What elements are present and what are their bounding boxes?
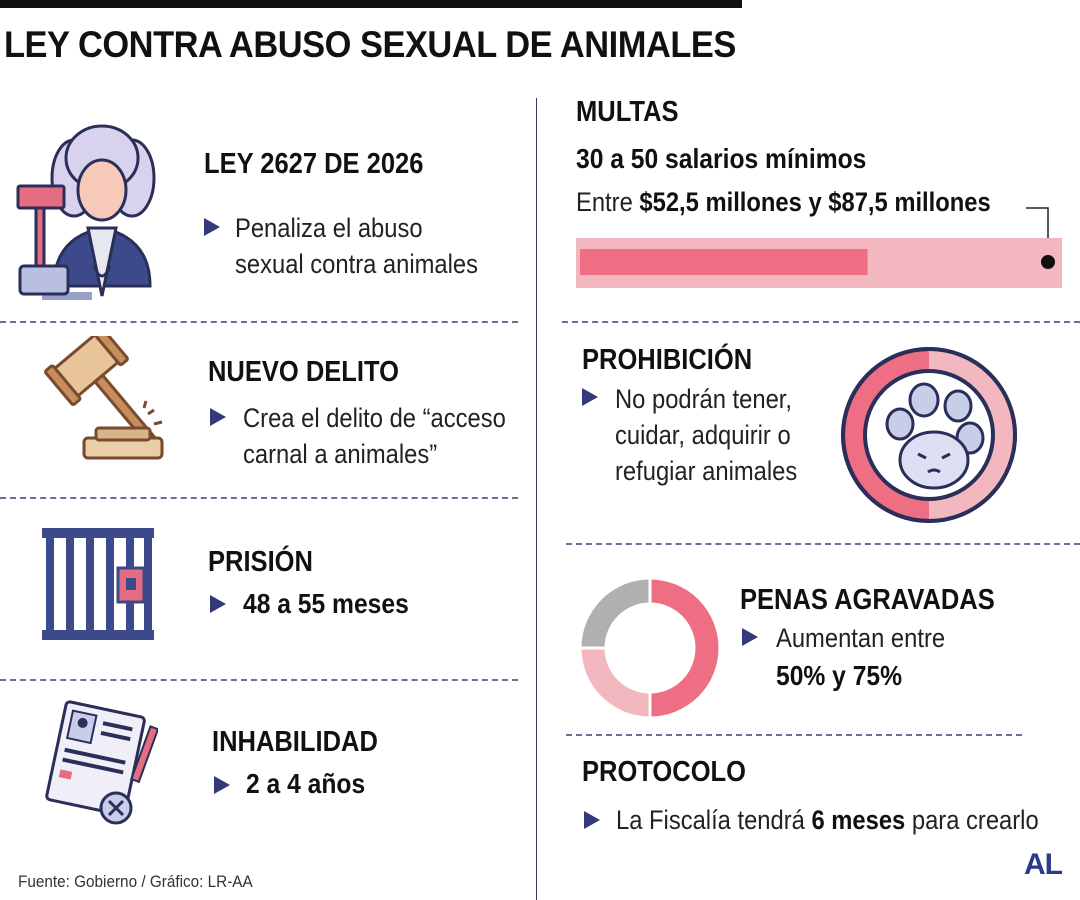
source-footer: Fuente: Gobierno / Gráfico: LR-AA: [18, 872, 253, 891]
law-heading: LEY 2627 DE 2026: [204, 148, 424, 180]
divider: [566, 543, 1080, 545]
fines-range: Entre $52,5 millones y $87,5 millones: [576, 187, 991, 217]
bullet-icon: [204, 218, 220, 236]
no-pets-icon: [841, 347, 1017, 523]
column-divider: [536, 98, 537, 900]
document-cancel-icon: [45, 700, 158, 825]
fines-min-bar: [580, 249, 868, 275]
fines-salaries: 30 a 50 salarios mínimos: [576, 143, 867, 174]
al-logo: AL: [1024, 848, 1063, 881]
prohibition-heading: PROHIBICIÓN: [582, 344, 753, 376]
fines-max-marker: [1041, 255, 1055, 269]
prohibition-line-1: No podrán tener,: [615, 384, 793, 414]
donut-segment-50: [648, 576, 722, 720]
judge-icon: [16, 124, 156, 300]
prison-bars-icon: [42, 528, 154, 640]
disability-heading: INHABILIDAD: [212, 726, 378, 758]
prison-value: 48 a 55 meses: [243, 588, 409, 619]
bullet-icon: [210, 595, 226, 613]
disability-value: 2 a 4 años: [246, 768, 366, 799]
aggravated-line-2: 50% y 75%: [776, 660, 903, 691]
divider: [0, 321, 518, 323]
top-bar: [0, 0, 742, 8]
bullet-icon: [214, 776, 230, 794]
donut-segment-75: [578, 646, 652, 720]
divider: [566, 734, 1022, 736]
law-line-1: Penaliza el abuso: [235, 213, 423, 243]
penalty-donut-chart: [578, 576, 722, 720]
aggravated-line-1: Aumentan entre: [776, 623, 946, 653]
divider: [0, 497, 518, 499]
fines-heading: MULTAS: [576, 96, 679, 128]
prison-heading: PRISIÓN: [208, 546, 313, 578]
prohibition-line-3: refugiar animales: [615, 456, 798, 486]
bullet-icon: [582, 388, 598, 406]
bullet-icon: [584, 811, 600, 829]
prohibition-line-2: cuidar, adquirir o: [615, 420, 791, 450]
gavel-icon: [44, 336, 164, 460]
fines-bar: [576, 207, 1062, 288]
divider: [0, 679, 518, 681]
donut-segment-rest: [578, 576, 652, 650]
law-line-2: sexual contra animales: [235, 249, 479, 279]
bullet-icon: [210, 408, 226, 426]
page-title: LEY CONTRA ABUSO SEXUAL DE ANIMALES: [4, 24, 736, 65]
aggravated-heading: PENAS AGRAVADAS: [740, 584, 995, 616]
protocol-heading: PROTOCOLO: [582, 756, 747, 788]
crime-heading: NUEVO DELITO: [208, 356, 399, 388]
divider: [562, 321, 1080, 323]
protocol-text: La Fiscalía tendrá 6 meses para crearlo: [616, 805, 1039, 835]
bullet-icon: [742, 628, 758, 646]
crime-line-2: carnal a animales”: [243, 439, 438, 469]
crime-line-1: Crea el delito de “acceso: [243, 403, 506, 433]
